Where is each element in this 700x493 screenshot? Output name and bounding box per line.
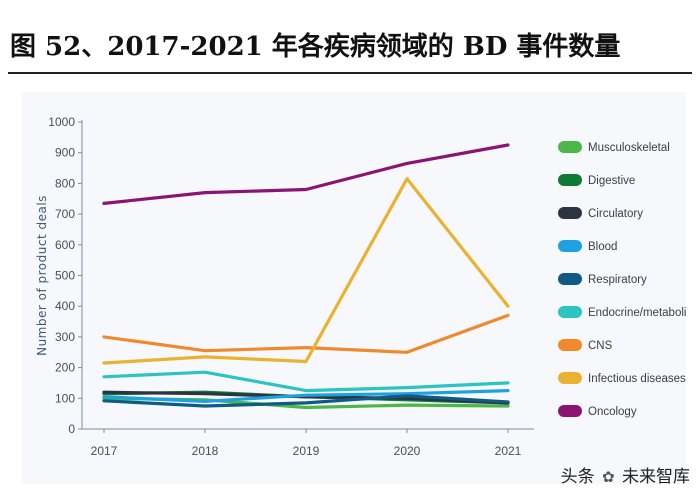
series-line-oncology (102, 143, 510, 206)
y-tick-label: 500 (55, 269, 75, 283)
legend-label: Digestive (588, 175, 635, 187)
series-line-infectious-diseases (102, 177, 510, 365)
y-axis-label: Number of product deals (35, 195, 49, 356)
x-tick-label: 2020 (394, 444, 421, 458)
line-chart: 0 100 200 300 400 500 600 700 800 900 1000 2017 2018… (35, 115, 686, 458)
legend-label: Respiratory (588, 274, 647, 286)
wechat-icon: ✿ (602, 468, 615, 486)
legend-label: Endocrine/metabolic (588, 307, 686, 319)
x-tick-label: 2019 (293, 444, 320, 458)
y-tick-label: 300 (55, 330, 75, 344)
legend-label: Infectious diseases (588, 373, 686, 385)
series-line-cns (102, 313, 510, 354)
watermark-prefix: 头条 (560, 467, 595, 487)
y-tick-label: 800 (55, 176, 75, 190)
x-tick-label: 2021 (495, 444, 522, 458)
legend-swatch-digestive (558, 174, 582, 186)
y-tick-label: 600 (55, 238, 75, 252)
series-line-endocrine-metabolic (102, 370, 510, 393)
legend-label: Musculoskeletal (588, 142, 670, 154)
legend-swatch-oncology (558, 405, 582, 417)
y-tick-label: 100 (55, 391, 75, 405)
legend-label: Blood (588, 241, 617, 253)
legend-swatch-musculoskeletal (558, 141, 582, 153)
watermark-brand: 未来智库 (622, 467, 690, 487)
legend-swatch-respiratory (558, 273, 582, 285)
legend-swatch-infectious-diseases (558, 372, 582, 384)
x-tick-label: 2018 (192, 444, 219, 458)
series-line-blood (102, 389, 510, 403)
y-tick-label: 900 (55, 146, 75, 160)
y-tick-label: 1000 (48, 115, 75, 129)
y-tick-label: 200 (55, 361, 75, 375)
figure-title: 图 52、2017-2021 年各疾病领域的 BD 事件数量 (10, 32, 621, 62)
y-tick-label: 0 (68, 422, 75, 436)
chart-panel: 0 100 200 300 400 500 600 700 800 900 1000 2017 2018… (22, 92, 686, 484)
legend-swatch-cns (558, 339, 582, 351)
y-tick-label: 400 (55, 299, 75, 313)
series-line-respiratory (102, 394, 510, 408)
legend-label: Oncology (588, 406, 637, 418)
legend-label: CNS (588, 340, 613, 352)
watermark: 头条 ✿ 未来智库 (561, 462, 690, 487)
legend-swatch-endocrine-metabolic (558, 306, 582, 318)
legend-label: Circulatory (588, 208, 643, 220)
y-tick-label: 700 (55, 207, 75, 221)
x-tick-label: 2017 (91, 444, 118, 458)
title-divider (8, 72, 692, 74)
legend-swatch-blood (558, 240, 582, 252)
legend-swatch-circulatory (558, 207, 582, 219)
